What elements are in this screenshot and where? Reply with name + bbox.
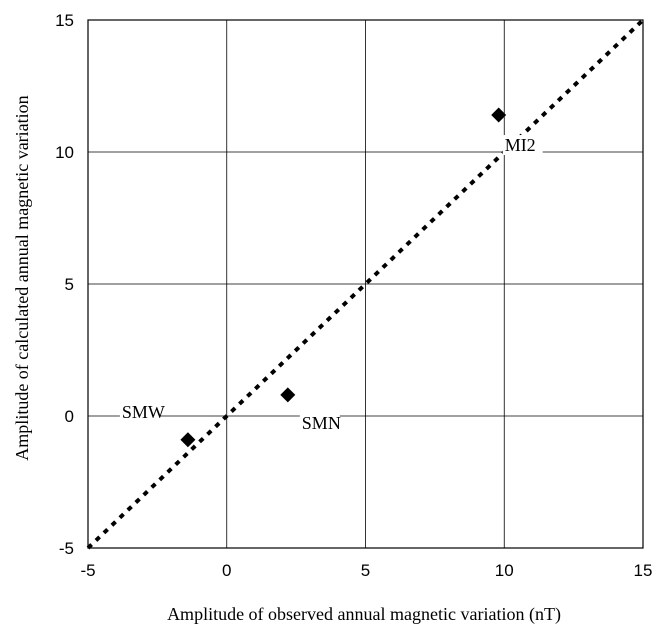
data-point-smn: [280, 387, 296, 403]
point-labels: SMW SMN MI2: [119, 135, 543, 433]
y-tick-label: 10: [55, 143, 74, 162]
point-label-smw: SMW: [122, 402, 165, 422]
point-label-bg: [299, 412, 340, 433]
x-tick-label: 5: [361, 561, 370, 580]
y-tick-label: -5: [59, 539, 74, 558]
reference-line: [86, 18, 645, 550]
point-label-bg: [119, 401, 160, 422]
x-tick-label: 15: [634, 561, 653, 580]
data-points: [180, 107, 507, 448]
point-label-bg: [502, 135, 543, 156]
x-axis-label: Amplitude of observed annual magnetic va…: [167, 604, 561, 625]
y-axis-ticks: -5 0 5 10 15: [55, 11, 74, 558]
x-tick-label: 10: [495, 561, 514, 580]
x-axis-ticks: -5 0 5 10 15: [80, 561, 652, 580]
point-label-mi2: MI2: [505, 135, 536, 155]
x-tick-label: 0: [222, 561, 231, 580]
y-tick-label: 15: [55, 11, 74, 30]
y-tick-label: 0: [65, 407, 74, 426]
grid: [87, 19, 644, 549]
y-tick-label: 5: [65, 275, 74, 294]
data-point-mi2: [491, 107, 507, 123]
y-axis-label: Amplitude of calculated annual magnetic …: [12, 95, 32, 460]
data-point-smw: [180, 432, 196, 448]
reference-line-group: [86, 18, 645, 550]
point-label-smn: SMN: [302, 413, 341, 433]
x-tick-label: -5: [80, 561, 95, 580]
